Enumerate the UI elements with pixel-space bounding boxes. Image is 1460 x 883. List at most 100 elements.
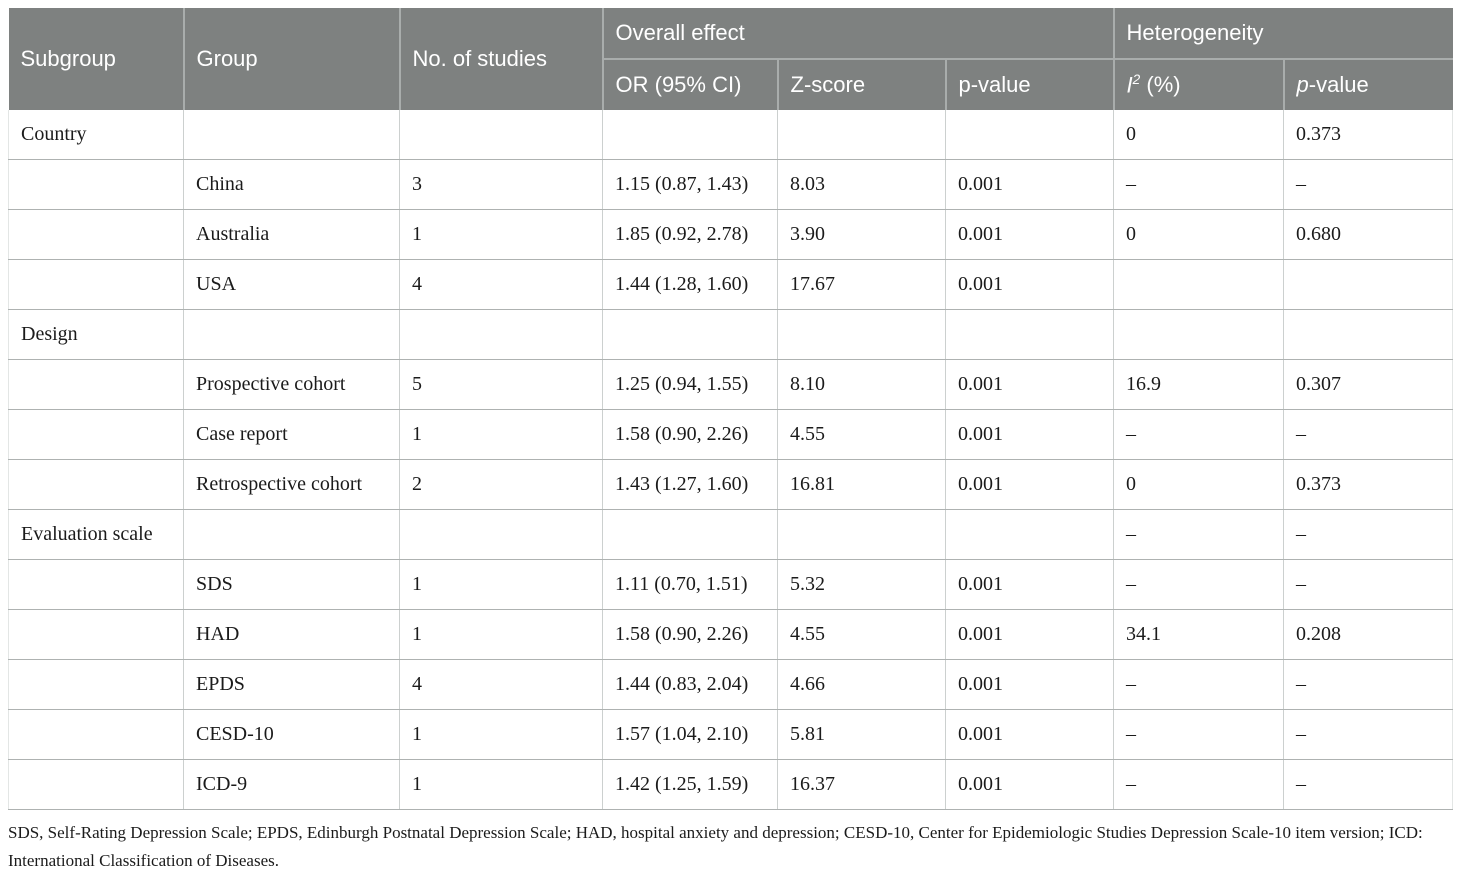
cell-z-score: 3.90 — [777, 209, 946, 260]
cell-z-score: 8.10 — [777, 359, 946, 410]
cell-p-value: 0.001 — [944, 559, 1114, 610]
cell-p-het: 0.680 — [1283, 209, 1454, 260]
col-group-header-overall-effect: Overall effect — [601, 8, 1114, 59]
cell-group — [183, 110, 400, 160]
cell-group: China — [183, 159, 400, 210]
cell-p-value: 0.001 — [944, 359, 1114, 410]
cell-studies: 4 — [399, 659, 603, 710]
cell-group: Australia — [183, 209, 400, 260]
col-header-no-of-studies: No. of studies — [398, 8, 603, 110]
cell-i-squared — [1113, 259, 1284, 310]
cell-studies — [399, 509, 603, 560]
cell-p-value: 0.001 — [944, 209, 1114, 260]
table-row-epds: EPDS 4 1.44 (0.83, 2.04) 4.66 0.001 – – — [8, 659, 1454, 710]
cell-p-value: 0.001 — [944, 609, 1114, 660]
cell-p-het: – — [1283, 759, 1454, 810]
cell-subgroup — [8, 409, 184, 460]
cell-i-squared: – — [1113, 409, 1284, 460]
cell-p-value — [944, 309, 1114, 360]
cell-z-score: 16.81 — [777, 459, 946, 510]
cell-p-het: 0.307 — [1283, 359, 1454, 410]
cell-or-ci: 1.15 (0.87, 1.43) — [602, 159, 778, 210]
cell-p-het: 0.373 — [1283, 110, 1454, 160]
cell-subgroup — [8, 359, 184, 410]
table-row-china: China 3 1.15 (0.87, 1.43) 8.03 0.001 – – — [8, 159, 1454, 210]
table-row-retrospective-cohort: Retrospective cohort 2 1.43 (1.27, 1.60)… — [8, 459, 1454, 510]
table-row-prospective-cohort: Prospective cohort 5 1.25 (0.94, 1.55) 8… — [8, 359, 1454, 410]
cell-or-ci: 1.58 (0.90, 2.26) — [602, 409, 778, 460]
cell-subgroup — [8, 609, 184, 660]
table-row-australia: Australia 1 1.85 (0.92, 2.78) 3.90 0.001… — [8, 209, 1454, 260]
cell-i-squared: 0 — [1113, 209, 1284, 260]
cell-or-ci: 1.58 (0.90, 2.26) — [602, 609, 778, 660]
table-row-country: Country 0 0.373 — [8, 110, 1454, 160]
cell-studies: 1 — [399, 709, 603, 760]
cell-studies: 1 — [399, 409, 603, 460]
cell-or-ci: 1.57 (1.04, 2.10) — [602, 709, 778, 760]
cell-subgroup — [8, 459, 184, 510]
cell-p-value: 0.001 — [944, 259, 1114, 310]
cell-i-squared — [1113, 309, 1284, 360]
table-header: Subgroup Group No. of studies Overall ef… — [8, 8, 1453, 110]
cell-z-score: 8.03 — [777, 159, 946, 210]
cell-p-het: – — [1283, 409, 1454, 460]
table-row-usa: USA 4 1.44 (1.28, 1.60) 17.67 0.001 — [8, 259, 1454, 310]
i-squared-exponent: 2 — [1132, 71, 1141, 87]
cell-group: HAD — [183, 609, 400, 660]
cell-studies — [399, 110, 603, 160]
table-row-evaluation-scale: Evaluation scale – – — [8, 509, 1454, 560]
col-header-subgroup: Subgroup — [8, 8, 184, 110]
cell-i-squared: – — [1113, 759, 1284, 810]
cell-group — [183, 509, 400, 560]
cell-or-ci — [602, 110, 778, 160]
i-squared-unit: (%) — [1146, 72, 1181, 98]
cell-group: Retrospective cohort — [183, 459, 400, 510]
cell-studies: 1 — [399, 209, 603, 260]
cell-p-het: – — [1283, 709, 1454, 760]
col-header-or-ci: OR (95% CI) — [601, 58, 778, 110]
col-header-i-squared: I2 (%) — [1112, 58, 1284, 110]
cell-i-squared: 0 — [1113, 110, 1284, 160]
cell-group: Prospective cohort — [183, 359, 400, 410]
cell-or-ci: 1.42 (1.25, 1.59) — [602, 759, 778, 810]
col-header-p-value-overall: p-value — [944, 58, 1114, 110]
cell-or-ci — [602, 309, 778, 360]
table-row-cesd-10: CESD-10 1 1.57 (1.04, 2.10) 5.81 0.001 –… — [8, 709, 1454, 760]
cell-subgroup — [8, 759, 184, 810]
cell-p-value — [944, 509, 1114, 560]
cell-z-score: 5.32 — [777, 559, 946, 610]
col-header-z-score: Z-score — [776, 58, 946, 110]
cell-studies — [399, 309, 603, 360]
header-row-bottom: OR (95% CI) Z-score p-value I2 (%) p-valu… — [9, 58, 1453, 110]
cell-or-ci — [602, 509, 778, 560]
cell-i-squared: – — [1113, 559, 1284, 610]
cell-subgroup — [8, 259, 184, 310]
cell-group: CESD-10 — [183, 709, 400, 760]
cell-subgroup: Evaluation scale — [8, 509, 184, 560]
cell-p-value: 0.001 — [944, 759, 1114, 810]
cell-i-squared: 0 — [1113, 459, 1284, 510]
cell-subgroup: Country — [8, 110, 184, 160]
cell-p-het: 0.373 — [1283, 459, 1454, 510]
cell-subgroup — [8, 559, 184, 610]
cell-p-het: – — [1283, 559, 1454, 610]
table-row-design: Design — [8, 309, 1454, 360]
cell-studies: 1 — [399, 609, 603, 660]
cell-p-het: – — [1283, 659, 1454, 710]
cell-studies: 4 — [399, 259, 603, 310]
table-body: Country 0 0.373 China 3 1.15 (0.87, 1.43… — [8, 110, 1454, 810]
cell-p-het: – — [1283, 159, 1454, 210]
cell-or-ci: 1.11 (0.70, 1.51) — [602, 559, 778, 610]
cell-subgroup — [8, 209, 184, 260]
cell-p-value: 0.001 — [944, 409, 1114, 460]
table-row-case-report: Case report 1 1.58 (0.90, 2.26) 4.55 0.0… — [8, 409, 1454, 460]
subgroup-analysis-table: Subgroup Group No. of studies Overall ef… — [8, 8, 1454, 810]
cell-z-score: 17.67 — [777, 259, 946, 310]
table-row-icd-9: ICD-9 1 1.42 (1.25, 1.59) 16.37 0.001 – … — [8, 759, 1454, 810]
cell-group — [183, 309, 400, 360]
cell-studies: 1 — [399, 759, 603, 810]
cell-group: SDS — [183, 559, 400, 610]
cell-i-squared: 34.1 — [1113, 609, 1284, 660]
cell-i-squared: – — [1113, 159, 1284, 210]
cell-z-score: 5.81 — [777, 709, 946, 760]
